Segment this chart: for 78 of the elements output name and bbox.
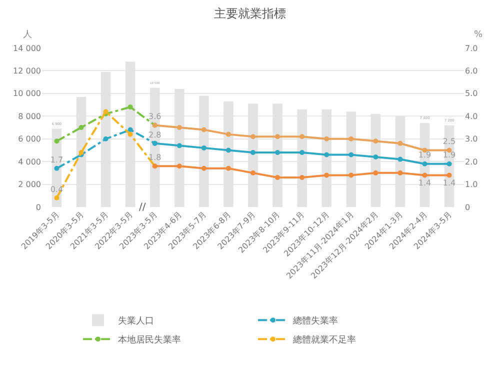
point bbox=[446, 172, 452, 178]
point bbox=[201, 145, 206, 150]
y-tick-label: 10 000 bbox=[13, 89, 41, 98]
y2-tick-label: 0 bbox=[465, 202, 470, 212]
y2-axis-title: % bbox=[474, 30, 483, 40]
point bbox=[54, 166, 60, 171]
point bbox=[373, 154, 378, 160]
point bbox=[398, 156, 403, 162]
point bbox=[201, 127, 206, 132]
data-label: 1.9 bbox=[418, 150, 432, 160]
point bbox=[373, 138, 378, 144]
point bbox=[398, 140, 403, 146]
point bbox=[176, 164, 182, 169]
point bbox=[78, 125, 84, 130]
point bbox=[373, 170, 378, 176]
y2-tick-label: 1.0 bbox=[465, 180, 478, 190]
chart-title: 主要就業指標 bbox=[214, 6, 286, 21]
data-label: 3.6 bbox=[148, 112, 162, 122]
data-label: 1.4 bbox=[442, 178, 456, 188]
y-tick-label: 8 000 bbox=[18, 112, 41, 121]
data-label: 1.7 bbox=[50, 155, 64, 164]
point bbox=[128, 127, 133, 132]
point bbox=[103, 136, 108, 142]
annotation: // bbox=[139, 202, 146, 213]
point bbox=[226, 148, 231, 153]
data-label: 2.8 bbox=[148, 130, 162, 140]
point bbox=[348, 136, 354, 142]
legend-label: 總體失業率 bbox=[292, 316, 338, 327]
point bbox=[250, 134, 256, 140]
y-tick-label: 6 000 bbox=[18, 134, 41, 144]
point bbox=[128, 104, 133, 110]
point bbox=[54, 138, 60, 144]
y-tick-label: 2 000 bbox=[18, 180, 41, 190]
point bbox=[54, 195, 60, 200]
point bbox=[226, 166, 231, 171]
y2-tick-label: 7.0 bbox=[465, 44, 478, 53]
y-tick-label: 0 bbox=[36, 202, 41, 212]
point bbox=[176, 143, 182, 148]
data-label: 0.4 bbox=[50, 184, 64, 194]
point bbox=[348, 152, 354, 158]
legend-label: 本地居民失業率 bbox=[118, 334, 181, 346]
point bbox=[152, 140, 158, 146]
point bbox=[348, 172, 354, 178]
point bbox=[250, 150, 256, 155]
y-tick-label: 4 000 bbox=[18, 157, 41, 166]
point bbox=[78, 150, 84, 155]
y-tick-label: 14 000 bbox=[13, 44, 41, 53]
point bbox=[128, 132, 133, 137]
point bbox=[422, 161, 428, 166]
point bbox=[300, 134, 305, 140]
y2-tick-label: 5.0 bbox=[465, 89, 478, 98]
legend-label: 總體就業不足率 bbox=[292, 334, 356, 346]
y2-tick-label: 3.0 bbox=[465, 134, 478, 144]
data-label: 1.8 bbox=[148, 152, 162, 162]
point bbox=[275, 134, 280, 140]
point bbox=[324, 136, 330, 142]
point bbox=[324, 172, 330, 178]
y2-tick-label: 2.0 bbox=[465, 157, 478, 166]
y2-tick-label: 6.0 bbox=[465, 66, 478, 76]
point bbox=[398, 170, 403, 176]
point bbox=[300, 150, 305, 155]
point bbox=[226, 132, 231, 137]
point bbox=[275, 174, 280, 180]
point bbox=[446, 161, 452, 166]
point bbox=[422, 172, 428, 178]
data-label: 1.9 bbox=[442, 150, 456, 160]
legend-label: 失業人口 bbox=[118, 316, 154, 327]
data-label: 2.5 bbox=[442, 137, 456, 146]
y-tick-label: 12 000 bbox=[13, 66, 41, 76]
point bbox=[300, 174, 305, 180]
point bbox=[201, 166, 206, 171]
point bbox=[176, 125, 182, 130]
y-axis-title: 人 bbox=[23, 29, 32, 40]
point bbox=[250, 170, 256, 176]
point bbox=[324, 152, 330, 158]
data-label: 1.4 bbox=[418, 178, 432, 188]
y2-tick-label: 4.0 bbox=[465, 112, 478, 121]
point bbox=[275, 150, 280, 155]
